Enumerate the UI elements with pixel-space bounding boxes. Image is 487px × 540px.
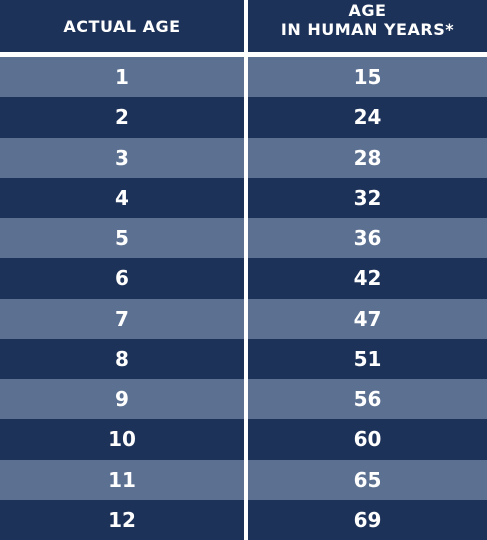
table-row: 6 42 <box>0 258 487 299</box>
human-years-cell: 15 <box>248 57 487 98</box>
table-row: 4 32 <box>0 177 487 218</box>
header-human-years-line1: AGE <box>348 1 387 20</box>
actual-age-cell: 2 <box>0 97 244 138</box>
header-actual-age-label: ACTUAL AGE <box>63 16 181 36</box>
table-row: 8 51 <box>0 338 487 379</box>
human-years-cell: 60 <box>248 419 487 460</box>
human-years-cell: 32 <box>248 177 487 218</box>
header-human-years: AGE IN HUMAN YEARS* <box>248 0 487 52</box>
actual-age-cell: 6 <box>0 258 244 299</box>
actual-age-cell: 3 <box>0 137 244 178</box>
human-years-cell: 24 <box>248 97 487 138</box>
table-body: 1 15 2 24 3 28 4 32 5 36 6 42 7 47 8 51 <box>0 57 487 540</box>
header-human-years-line2: IN HUMAN YEARS* <box>280 20 455 39</box>
actual-age-cell: 1 <box>0 57 244 98</box>
table-row: 7 47 <box>0 298 487 339</box>
table-row: 1 15 <box>0 57 487 98</box>
human-years-cell: 47 <box>248 298 487 339</box>
actual-age-cell: 12 <box>0 499 244 540</box>
actual-age-cell: 7 <box>0 298 244 339</box>
table-row: 10 60 <box>0 419 487 460</box>
table-row: 5 36 <box>0 218 487 259</box>
table-row: 9 56 <box>0 379 487 420</box>
actual-age-cell: 11 <box>0 459 244 500</box>
table-row: 12 69 <box>0 499 487 540</box>
actual-age-cell: 5 <box>0 218 244 259</box>
human-years-cell: 36 <box>248 218 487 259</box>
human-years-cell: 28 <box>248 137 487 178</box>
human-years-cell: 65 <box>248 459 487 500</box>
human-years-cell: 51 <box>248 338 487 379</box>
actual-age-cell: 9 <box>0 379 244 420</box>
human-years-cell: 42 <box>248 258 487 299</box>
table-row: 2 24 <box>0 97 487 138</box>
actual-age-cell: 8 <box>0 338 244 379</box>
actual-age-cell: 4 <box>0 177 244 218</box>
table-row: 3 28 <box>0 137 487 178</box>
human-years-cell: 56 <box>248 379 487 420</box>
table-header: ACTUAL AGE AGE IN HUMAN YEARS* <box>0 0 487 52</box>
human-years-cell: 69 <box>248 499 487 540</box>
header-actual-age: ACTUAL AGE <box>0 0 244 52</box>
table-row: 11 65 <box>0 459 487 500</box>
actual-age-cell: 10 <box>0 419 244 460</box>
